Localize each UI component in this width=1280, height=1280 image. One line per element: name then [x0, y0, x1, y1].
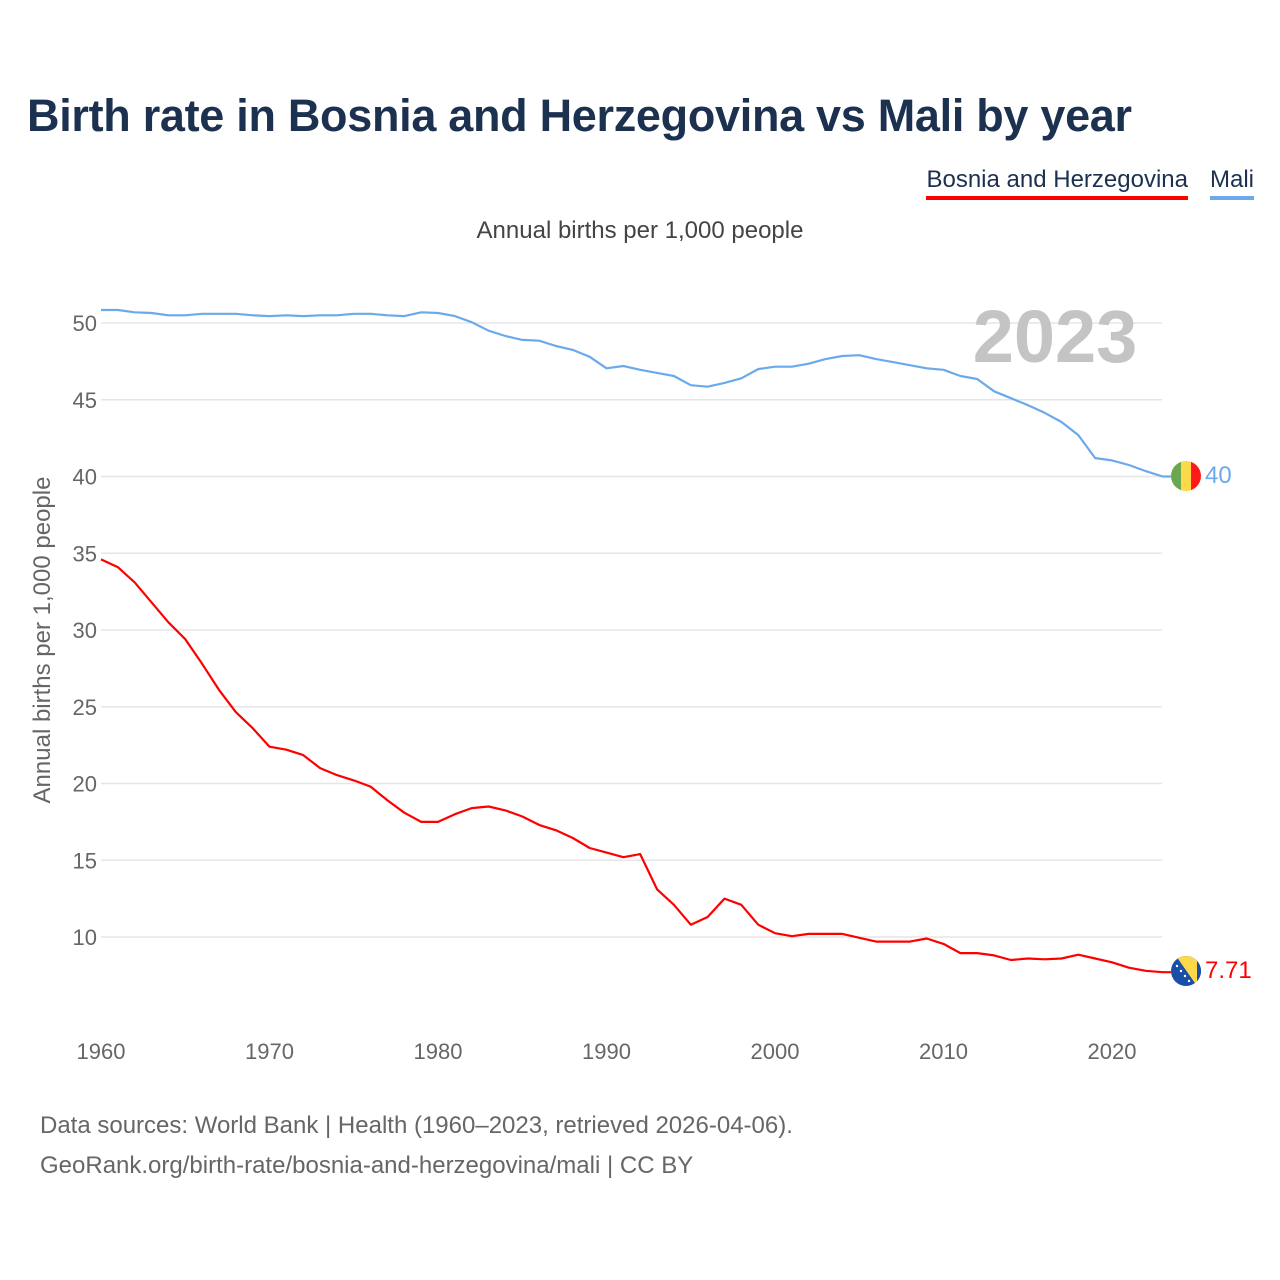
legend-item-mali[interactable]: Mali [1209, 166, 1254, 200]
y-tick-label: 45 [73, 388, 97, 413]
chart-title: Birth rate in Bosnia and Herzegovina vs … [27, 90, 1132, 141]
end-label-bosnia: 7.71 [1205, 957, 1252, 984]
y-tick-label: 10 [73, 925, 97, 950]
y-axis-label: Annual births per 1,000 people [29, 477, 56, 804]
y-tick-label: 50 [73, 311, 97, 336]
mali-flag-icon [1171, 461, 1201, 491]
chart-subtitle: Annual births per 1,000 people [476, 217, 804, 244]
y-tick-label: 25 [73, 695, 97, 720]
x-tick-label: 2020 [1088, 1039, 1137, 1064]
x-tick-label: 1980 [414, 1039, 463, 1064]
y-tick-label: 35 [73, 541, 97, 566]
source-link[interactable]: GeoRank.org/birth-rate/bosnia-and-herzeg… [40, 1152, 694, 1179]
x-tick-label: 2000 [751, 1039, 800, 1064]
x-tick-label: 1960 [77, 1039, 126, 1064]
y-tick-label: 20 [73, 772, 97, 797]
y-tick-label: 40 [73, 465, 97, 490]
bosnia-flag-icon [1171, 956, 1201, 986]
legend-item-bosnia[interactable]: Bosnia and Herzegovina [926, 166, 1188, 200]
data-source-note: Data sources: World Bank | Health (1960–… [40, 1112, 793, 1139]
legend: Bosnia and Herzegovina Mali [926, 166, 1254, 200]
series-line-bosnia [100, 558, 1171, 974]
year-watermark: 2023 [973, 295, 1138, 378]
x-tick-label: 2010 [919, 1039, 968, 1064]
y-tick-label: 15 [73, 848, 97, 873]
x-tick-label: 1970 [245, 1039, 294, 1064]
x-tick-label: 1990 [582, 1039, 631, 1064]
end-label-mali: 40 [1205, 462, 1232, 489]
footer: Data sources: World Bank | Health (1960–… [40, 1106, 793, 1186]
series-line-mali [101, 308, 1171, 478]
y-tick-label: 30 [73, 618, 97, 643]
